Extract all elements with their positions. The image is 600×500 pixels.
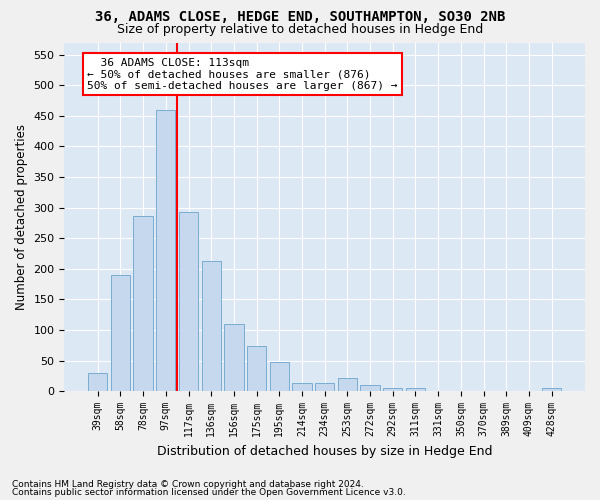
Bar (202, 261, 221, 391)
Bar (292, 383, 311, 391)
Bar (133, 216, 153, 391)
Bar (88, 373, 107, 391)
Text: Contains HM Land Registry data © Crown copyright and database right 2024.: Contains HM Land Registry data © Crown c… (12, 480, 364, 489)
Bar (269, 362, 289, 391)
Text: 36 ADAMS CLOSE: 113sqm  
← 50% of detached houses are smaller (876)
50% of semi-: 36 ADAMS CLOSE: 113sqm ← 50% of detached… (88, 58, 398, 91)
Bar (111, 275, 130, 391)
Bar (224, 324, 244, 391)
Y-axis label: Number of detached properties: Number of detached properties (15, 124, 28, 310)
Bar (247, 346, 266, 391)
Text: Size of property relative to detached houses in Hedge End: Size of property relative to detached ho… (117, 22, 483, 36)
Bar (383, 388, 403, 391)
Bar (542, 388, 562, 391)
Text: 36, ADAMS CLOSE, HEDGE END, SOUTHAMPTON, SO30 2NB: 36, ADAMS CLOSE, HEDGE END, SOUTHAMPTON,… (95, 10, 505, 24)
Bar (315, 383, 334, 391)
Bar (179, 212, 198, 391)
Bar (156, 110, 175, 391)
Text: Contains public sector information licensed under the Open Government Licence v3: Contains public sector information licen… (12, 488, 406, 497)
Bar (406, 388, 425, 391)
Bar (338, 378, 357, 391)
Bar (361, 385, 380, 391)
X-axis label: Distribution of detached houses by size in Hedge End: Distribution of detached houses by size … (157, 444, 493, 458)
